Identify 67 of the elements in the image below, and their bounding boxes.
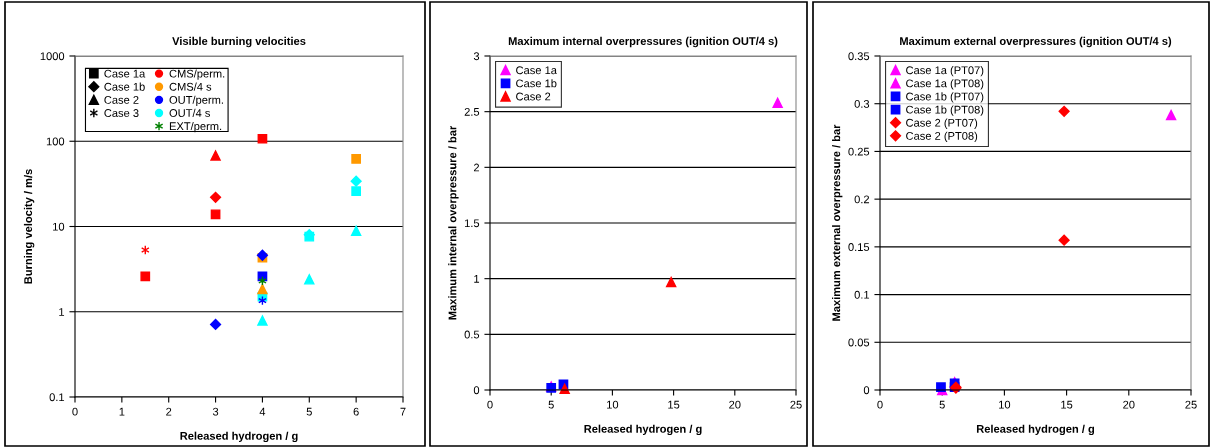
y-tick-label: 0 bbox=[473, 386, 480, 395]
x-tick-label: 20 bbox=[729, 400, 741, 409]
legend-label: CMS/perm. bbox=[169, 69, 225, 80]
y-tick-label: 100 bbox=[46, 137, 65, 146]
y-axis-title: Maximum external overpressure / bar bbox=[832, 124, 843, 321]
x-tick-label: 0 bbox=[877, 400, 883, 409]
legend-label: OUT/4 s bbox=[169, 108, 210, 117]
y-tick-label: 0.35 bbox=[848, 52, 870, 61]
chart-title: Visible burning velocities bbox=[172, 36, 306, 48]
x-axis-title: Released hydrogen / g bbox=[180, 431, 298, 443]
x-tick-label: 3 bbox=[212, 407, 219, 416]
y-axis-title: Maximum internal overpressure / bar bbox=[448, 125, 459, 320]
x-tick-label: 5 bbox=[939, 400, 945, 409]
y-tick-label: 0.15 bbox=[848, 243, 870, 251]
y-axis-title: Burning velocity / m/s bbox=[23, 169, 35, 284]
y-tick-label: 1.5 bbox=[464, 219, 480, 228]
y-tick-label: 0.5 bbox=[464, 330, 480, 339]
y-tick-label: 0.1 bbox=[49, 393, 65, 402]
legend-label: OUT/perm. bbox=[169, 95, 223, 107]
chart-title: Maximum external overpressures (ignition OUT/4 s) bbox=[900, 36, 1172, 48]
legend-label: Case 2 (PT08) bbox=[906, 131, 978, 143]
x-tick-label: 4 bbox=[259, 407, 266, 416]
y-tick-label: 0.2 bbox=[854, 195, 870, 204]
legend-label: Case 3 bbox=[104, 109, 139, 117]
y-tick-label: 0.25 bbox=[848, 147, 870, 156]
x-tick-label: 15 bbox=[1061, 400, 1073, 409]
legend-label: Case 1b (PT07) bbox=[906, 92, 984, 103]
y-tick-label: 0.3 bbox=[854, 99, 870, 108]
legend-label: Case 1a (PT07) bbox=[906, 66, 984, 77]
x-axis-title: Released hydrogen / g bbox=[976, 424, 1095, 436]
x-tick-label: 25 bbox=[790, 400, 802, 409]
y-tick-label: 2.5 bbox=[464, 107, 480, 116]
legend-label: EXT/perm. bbox=[169, 121, 222, 133]
x-tick-label: 10 bbox=[999, 400, 1011, 409]
legend-label: CMS/4 s bbox=[169, 82, 212, 91]
x-tick-label: 0 bbox=[72, 407, 78, 416]
x-tick-label: 7 bbox=[400, 407, 406, 416]
x-tick-label: 0 bbox=[487, 400, 493, 409]
x-tick-label: 10 bbox=[607, 400, 619, 409]
legend-label: Case 2 bbox=[516, 92, 551, 101]
legend-label: Case 1b bbox=[516, 79, 557, 88]
x-tick-label: 1 bbox=[119, 407, 125, 416]
y-tick-label: 1 bbox=[474, 275, 480, 283]
x-tick-label: 6 bbox=[353, 407, 359, 416]
legend-label: Case 2 bbox=[104, 95, 139, 104]
y-tick-label: 0 bbox=[863, 386, 870, 395]
y-tick-label: 1 bbox=[59, 308, 65, 316]
y-tick-label: 0.05 bbox=[848, 338, 870, 347]
y-tick-label: 0.1 bbox=[854, 290, 870, 299]
legend-label: Case 1a (PT08) bbox=[906, 79, 984, 90]
legend-label: Case 2 (PT07) bbox=[906, 118, 978, 129]
y-tick-label: 10 bbox=[53, 222, 65, 231]
x-axis-title: Released hydrogen / g bbox=[584, 424, 702, 436]
y-tick-label: 3 bbox=[473, 52, 480, 61]
x-tick-label: 5 bbox=[306, 407, 312, 416]
x-tick-label: 25 bbox=[1185, 400, 1197, 409]
x-tick-label: 5 bbox=[548, 400, 554, 409]
y-tick-label: 2 bbox=[473, 163, 480, 172]
legend-label: Case 1a bbox=[104, 69, 146, 78]
legend-label: Case 1b bbox=[104, 82, 145, 91]
x-tick-label: 15 bbox=[668, 400, 680, 409]
x-tick-label: 20 bbox=[1123, 400, 1135, 409]
chart-title: Maximum internal overpressures (ignition OUT/4 s) bbox=[508, 36, 778, 48]
legend-label: Case 1a bbox=[516, 66, 557, 75]
x-tick-label: 2 bbox=[166, 407, 172, 416]
y-tick-label: 1000 bbox=[40, 52, 65, 61]
legend-label: Case 1b (PT08) bbox=[906, 105, 984, 116]
